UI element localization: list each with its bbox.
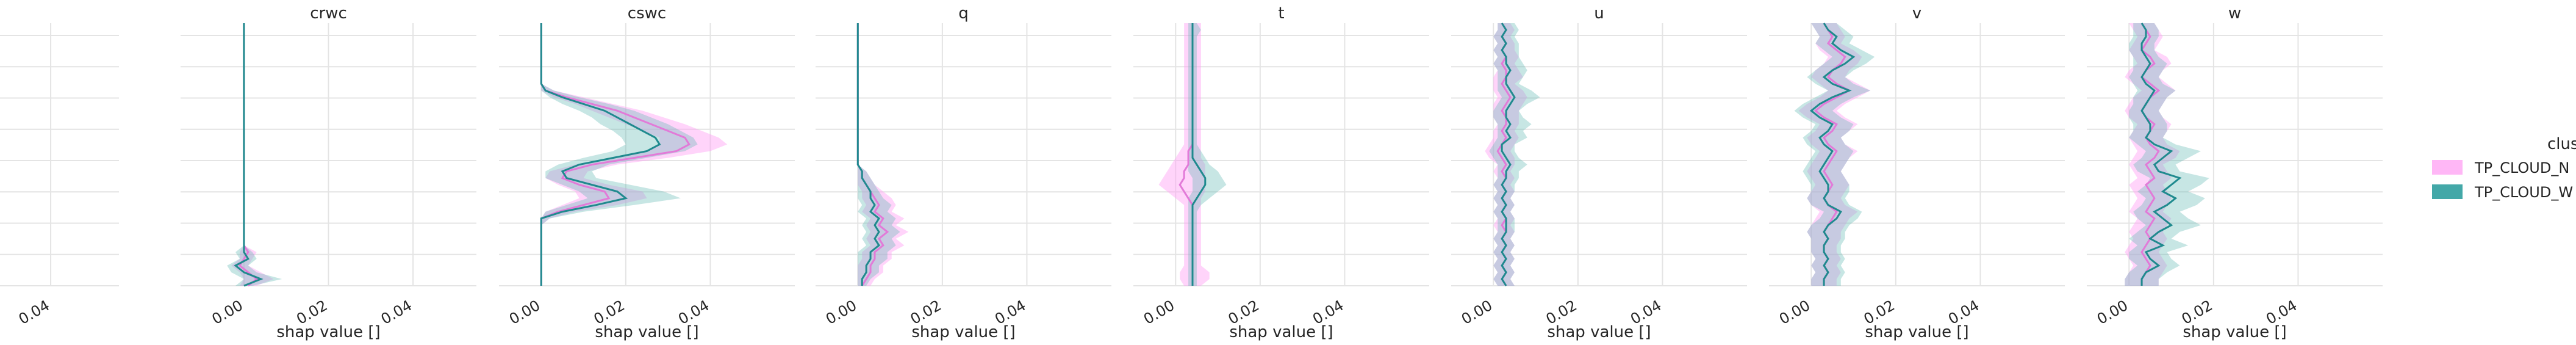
panel-title: v xyxy=(1912,4,1921,23)
legend-swatch-w xyxy=(2432,184,2463,199)
line-TP_CLOUD_W xyxy=(856,23,880,286)
band-TP_CLOUD_N xyxy=(1158,23,1210,286)
x-axis-label: shap value [] xyxy=(1865,323,1968,341)
line-TP_CLOUD_W xyxy=(540,23,661,286)
x-tick-label: 0.04 xyxy=(378,297,415,328)
band-TP_CLOUD_W xyxy=(227,23,282,286)
x-tick-label: 0.00 xyxy=(1141,297,1177,328)
legend-label-n: TP_CLOUD_N xyxy=(2474,159,2569,176)
x-axis-label: shap value [] xyxy=(1547,323,1651,341)
band-TP_CLOUD_N xyxy=(1485,23,1527,286)
legend: cluster TP_CLOUD_N TP_CLOUD_W xyxy=(2432,135,2576,201)
band-TP_CLOUD_W xyxy=(1489,23,1540,286)
x-tick-label: 0.00 xyxy=(2094,297,2131,328)
x-tick-label: 0.00 xyxy=(506,297,543,328)
x-axis-label: shap value [] xyxy=(911,323,1015,341)
line-TP_CLOUD_W xyxy=(234,23,264,287)
legend-swatch-n xyxy=(2432,160,2463,175)
panel-title: w xyxy=(2228,4,2241,23)
x-tick-label: 0.04 xyxy=(16,297,52,328)
panel-title: t xyxy=(1278,4,1284,23)
band-TP_CLOUD_W xyxy=(1188,23,1227,286)
x-tick-label: 0.00 xyxy=(1458,297,1495,328)
x-axis-label: shap value [] xyxy=(276,323,380,341)
line-TP_CLOUD_W xyxy=(2140,23,2182,286)
panel-title: u xyxy=(1594,4,1604,23)
band-TP_CLOUD_N xyxy=(231,23,274,286)
panel-lwc: lwc0.04 xyxy=(0,23,119,328)
legend-label-w: TP_CLOUD_W xyxy=(2474,184,2573,201)
line-TP_CLOUD_N xyxy=(2140,23,2161,286)
panel-title: q xyxy=(958,4,969,23)
band-TP_CLOUD_W xyxy=(541,23,698,286)
panel-title: cswc xyxy=(628,4,666,23)
line-TP_CLOUD_W xyxy=(1501,23,1516,286)
line-TP_CLOUD_N xyxy=(239,23,259,287)
x-tick-label: 0.00 xyxy=(1776,297,1813,328)
x-tick-label: 0.00 xyxy=(823,297,859,328)
line-TP_CLOUD_W xyxy=(1191,23,1207,286)
legend-title: cluster xyxy=(2547,135,2576,153)
panel-title: crwc xyxy=(310,4,347,23)
band-TP_CLOUD_W xyxy=(858,23,900,286)
x-axis-label: shap value [] xyxy=(2183,323,2286,341)
x-axis-label: shap value [] xyxy=(1229,323,1333,341)
x-tick-label: 0.00 xyxy=(209,297,246,328)
x-axis-label: shap value [] xyxy=(595,323,698,341)
line-TP_CLOUD_W xyxy=(1809,23,1856,286)
band-TP_CLOUD_N xyxy=(858,23,909,286)
